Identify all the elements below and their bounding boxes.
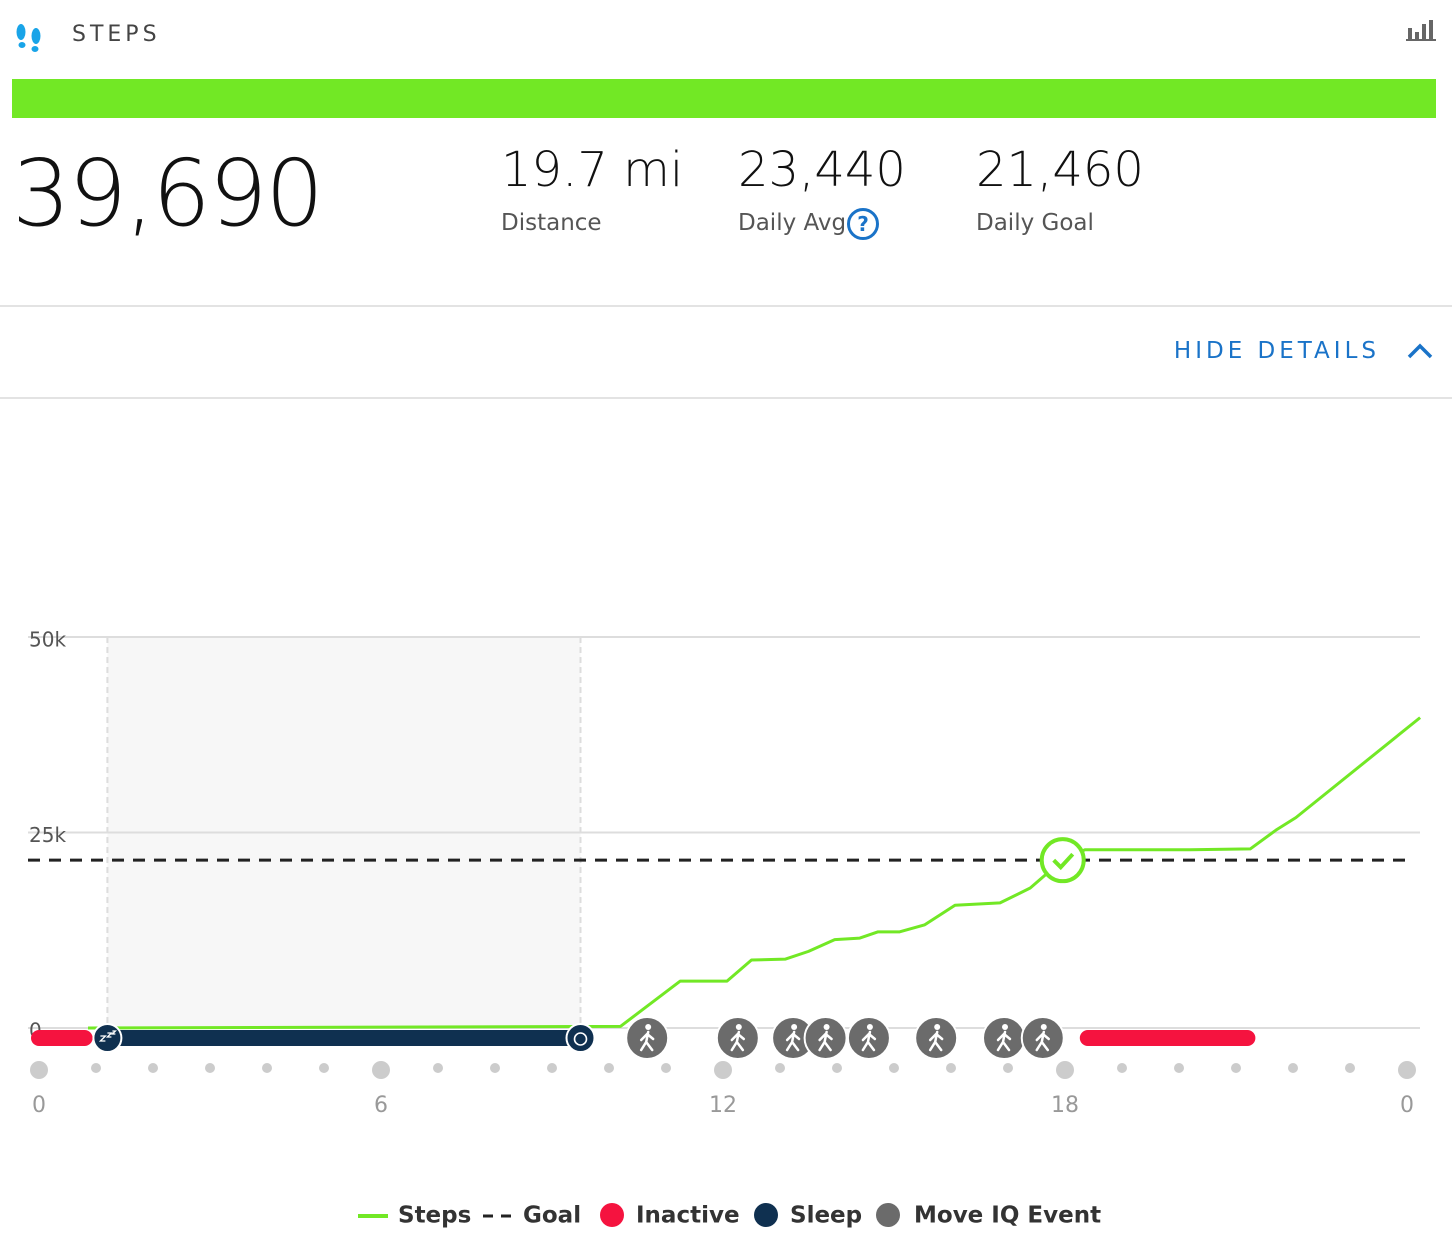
x-minor-tick bbox=[1003, 1063, 1013, 1073]
x-minor-tick bbox=[661, 1063, 671, 1073]
x-minor-tick bbox=[1174, 1063, 1184, 1073]
progress-bar bbox=[12, 79, 1436, 118]
walker-head bbox=[791, 1024, 798, 1030]
divider bbox=[0, 305, 1452, 307]
legend-swatch bbox=[754, 1203, 778, 1227]
x-minor-tick bbox=[148, 1063, 158, 1073]
x-tick-label: 18 bbox=[1051, 1093, 1079, 1118]
walker-head bbox=[934, 1024, 941, 1030]
legend-swatch bbox=[600, 1203, 624, 1227]
stat-value: 23,440 bbox=[738, 142, 906, 198]
legend-label: Steps bbox=[398, 1203, 471, 1229]
alarm-glyph bbox=[573, 1032, 588, 1046]
legend-label: Move IQ Event bbox=[914, 1203, 1101, 1229]
x-tick-dot bbox=[372, 1061, 390, 1079]
stat-label: Distance bbox=[501, 210, 602, 236]
walker-body bbox=[818, 1030, 833, 1052]
stat-label: Daily Goal bbox=[976, 210, 1094, 236]
x-minor-tick bbox=[889, 1063, 899, 1073]
walker-body bbox=[730, 1030, 746, 1052]
wake-icon bbox=[565, 1023, 596, 1053]
walker-head bbox=[823, 1024, 830, 1030]
x-tick-dot bbox=[714, 1061, 732, 1079]
walker-body bbox=[861, 1030, 877, 1052]
walker-body bbox=[928, 1030, 944, 1052]
x-minor-tick bbox=[946, 1063, 956, 1073]
steps-line bbox=[88, 716, 1422, 1030]
hide-details[interactable]: HIDE DETAILS bbox=[1173, 338, 1380, 364]
stat-value: 19.7 mi bbox=[501, 142, 684, 198]
x-tick-label: 0 bbox=[1400, 1093, 1414, 1118]
legend-label: Inactive bbox=[636, 1203, 740, 1229]
x-minor-tick bbox=[490, 1063, 500, 1073]
walker-head bbox=[866, 1024, 873, 1030]
sleep-start-icon bbox=[92, 1023, 123, 1053]
x-minor-tick bbox=[91, 1063, 101, 1073]
x-tick-dot bbox=[30, 1061, 48, 1079]
x-minor-tick bbox=[1288, 1063, 1298, 1073]
walker-body bbox=[639, 1030, 655, 1052]
total-steps: 39,690 bbox=[12, 140, 324, 247]
x-minor-tick bbox=[832, 1063, 842, 1073]
walker-head bbox=[1002, 1024, 1009, 1030]
walker-head bbox=[645, 1024, 652, 1030]
x-tick-label: 12 bbox=[709, 1093, 737, 1118]
walker-body bbox=[785, 1030, 801, 1052]
goal-reached-marker bbox=[1039, 837, 1086, 884]
widget-title: STEPS bbox=[72, 22, 161, 47]
x-minor-tick bbox=[205, 1063, 215, 1073]
divider bbox=[0, 397, 1452, 399]
x-minor-tick bbox=[1345, 1063, 1355, 1073]
zzz-glyph bbox=[98, 1030, 117, 1042]
walker-head bbox=[735, 1024, 742, 1030]
y-tick-label: 25k bbox=[29, 823, 66, 847]
x-minor-tick bbox=[319, 1063, 329, 1073]
x-minor-tick bbox=[775, 1063, 785, 1073]
x-minor-tick bbox=[1117, 1063, 1127, 1073]
walker-head bbox=[1040, 1024, 1047, 1030]
x-minor-tick bbox=[433, 1063, 443, 1073]
x-tick-label: 6 bbox=[374, 1093, 388, 1118]
check-icon bbox=[1052, 852, 1075, 871]
legend-swatch bbox=[876, 1203, 900, 1227]
x-tick-label: 0 bbox=[32, 1093, 46, 1118]
y-tick-label: 50k bbox=[29, 628, 66, 652]
x-minor-tick bbox=[604, 1063, 614, 1073]
help-icon[interactable]: ? bbox=[847, 208, 879, 240]
walker-body bbox=[996, 1030, 1012, 1052]
walker-body bbox=[1035, 1030, 1051, 1052]
legend-label: Goal bbox=[523, 1203, 581, 1229]
chevron-up[interactable] bbox=[1406, 342, 1434, 362]
stat-value: 21,460 bbox=[976, 142, 1144, 198]
x-minor-tick bbox=[547, 1063, 557, 1073]
stat-label: Daily Avg bbox=[738, 210, 847, 236]
x-tick-dot bbox=[1056, 1061, 1074, 1079]
steps-icon bbox=[16, 24, 41, 52]
chart-toggle[interactable] bbox=[1406, 20, 1438, 42]
x-tick-dot bbox=[1398, 1061, 1416, 1079]
x-minor-tick bbox=[262, 1063, 272, 1073]
x-minor-tick bbox=[1231, 1063, 1241, 1073]
legend-label: Sleep bbox=[790, 1203, 862, 1229]
